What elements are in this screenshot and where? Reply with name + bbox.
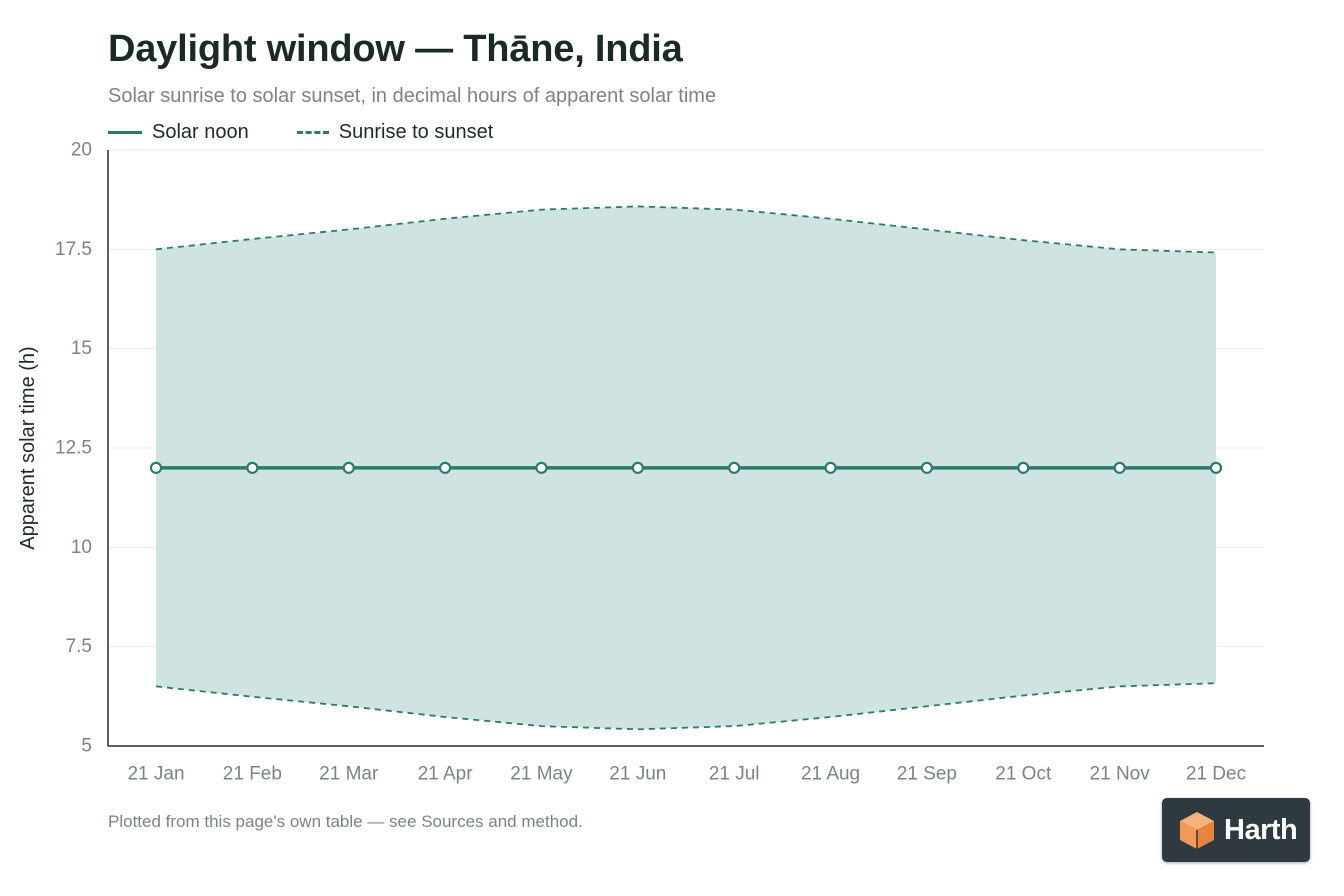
x-tick-label: 21 Jun xyxy=(609,764,666,785)
x-tick-label: 21 Dec xyxy=(1186,764,1246,785)
chart-footnote: Plotted from this page's own table — see… xyxy=(108,812,583,831)
x-tick-label: 21 Jan xyxy=(127,764,184,785)
legend-item-sunrise-sunset: Sunrise to sunset xyxy=(296,120,494,144)
sunset-line xyxy=(155,205,1217,254)
chart-legend: Solar noon Sunrise to sunset xyxy=(108,120,541,144)
solar-noon-point xyxy=(1113,461,1126,474)
x-tick-label: 21 Aug xyxy=(801,764,860,785)
x-tick-label: 21 Mar xyxy=(319,764,379,785)
legend-item-solar-noon: Solar noon xyxy=(108,121,249,144)
x-tick-label: 21 Apr xyxy=(418,764,474,785)
x-tick-label: 21 Nov xyxy=(1090,764,1151,785)
legend-label-sunrise-sunset: Sunrise to sunset xyxy=(338,120,494,143)
solar-noon-point xyxy=(342,461,355,474)
solar-noon-point xyxy=(728,461,741,474)
solar-noon-point xyxy=(246,461,259,474)
y-tick-label: 20 xyxy=(71,140,92,161)
legend-swatch-dashed xyxy=(296,130,329,134)
y-axis-title: Apparent solar time (h) xyxy=(17,346,39,549)
x-tick-label: 21 Sep xyxy=(897,764,957,785)
solar-noon-point xyxy=(824,461,837,474)
y-tick-label: 17.5 xyxy=(55,239,92,260)
solar-noon-point xyxy=(535,461,548,474)
y-tick-label: 15 xyxy=(71,338,92,359)
sunrise-line xyxy=(155,682,1217,731)
y-tick-label: 5 xyxy=(81,736,92,757)
legend-label-solar-noon: Solar noon xyxy=(152,120,249,143)
x-tick-label: 21 Oct xyxy=(995,764,1052,785)
solar-noon-point xyxy=(1209,461,1223,474)
solar-noon-point xyxy=(631,461,644,474)
cube-logo-icon xyxy=(1180,812,1214,849)
solar-noon-point xyxy=(1017,461,1030,474)
x-tick-label: 21 Feb xyxy=(223,764,282,785)
y-tick-label: 10 xyxy=(71,537,92,558)
chart-subtitle: Solar sunrise to solar sunset, in decima… xyxy=(108,85,717,107)
brand-name: Harth xyxy=(1224,813,1298,846)
y-tick-label: 7.5 xyxy=(66,636,92,657)
x-tick-label: 21 Jul xyxy=(709,764,760,785)
legend-swatch-solid xyxy=(108,130,142,134)
solar-noon-point xyxy=(149,461,163,474)
solar-noon-point xyxy=(438,461,452,474)
chart-title: Daylight window — Thāne, India xyxy=(108,28,683,70)
solar-noon-point xyxy=(920,461,934,474)
y-tick-label: 12.5 xyxy=(55,438,92,459)
x-tick-label: 21 May xyxy=(510,764,573,785)
brand-logo: Harth xyxy=(1162,798,1310,862)
